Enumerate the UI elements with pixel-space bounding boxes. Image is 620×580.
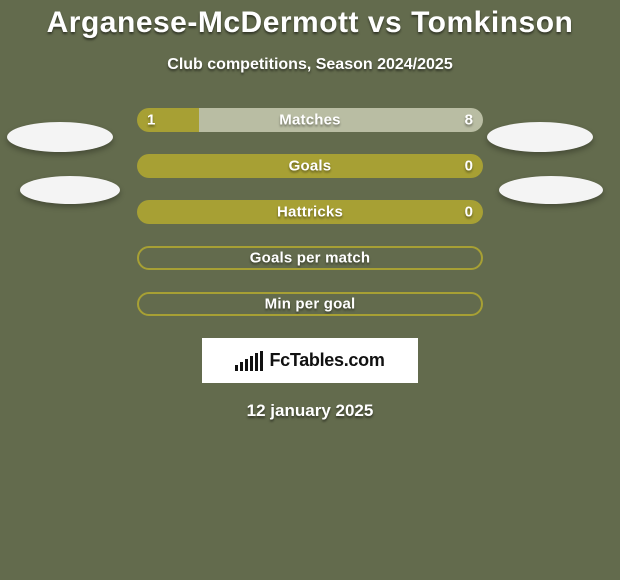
bar-label: Goals per match <box>139 250 481 267</box>
bar-label: Min per goal <box>139 296 481 313</box>
subtitle: Club competitions, Season 2024/2025 <box>0 56 620 74</box>
bar-value-right: 0 <box>465 158 473 175</box>
bar-label: Goals <box>137 158 483 175</box>
stat-bar: Hattricks0 <box>137 200 483 224</box>
stat-bar: Min per goal <box>137 292 483 316</box>
stat-bar: Goals per match <box>137 246 483 270</box>
brand-bars-icon <box>235 351 263 371</box>
date-stamp: 12 january 2025 <box>0 401 620 421</box>
stat-bar: Goals0 <box>137 154 483 178</box>
bar-label: Hattricks <box>137 204 483 221</box>
page-title: Arganese-McDermott vs Tomkinson <box>0 0 620 40</box>
comparison-bars: Matches18Goals0Hattricks0Goals per match… <box>0 108 620 316</box>
brand-text: FcTables.com <box>269 350 384 371</box>
stat-bar: Matches1 8 <box>137 108 483 132</box>
comparison-card: Arganese-McDermott vs Tomkinson Club com… <box>0 0 620 580</box>
bar-value-right: 0 <box>465 204 473 221</box>
brand-box: FcTables.com <box>202 338 418 383</box>
bar-value-left: 1 <box>147 112 155 129</box>
bar-value-right: 8 <box>465 112 473 129</box>
bar-label: Matches <box>137 112 483 129</box>
